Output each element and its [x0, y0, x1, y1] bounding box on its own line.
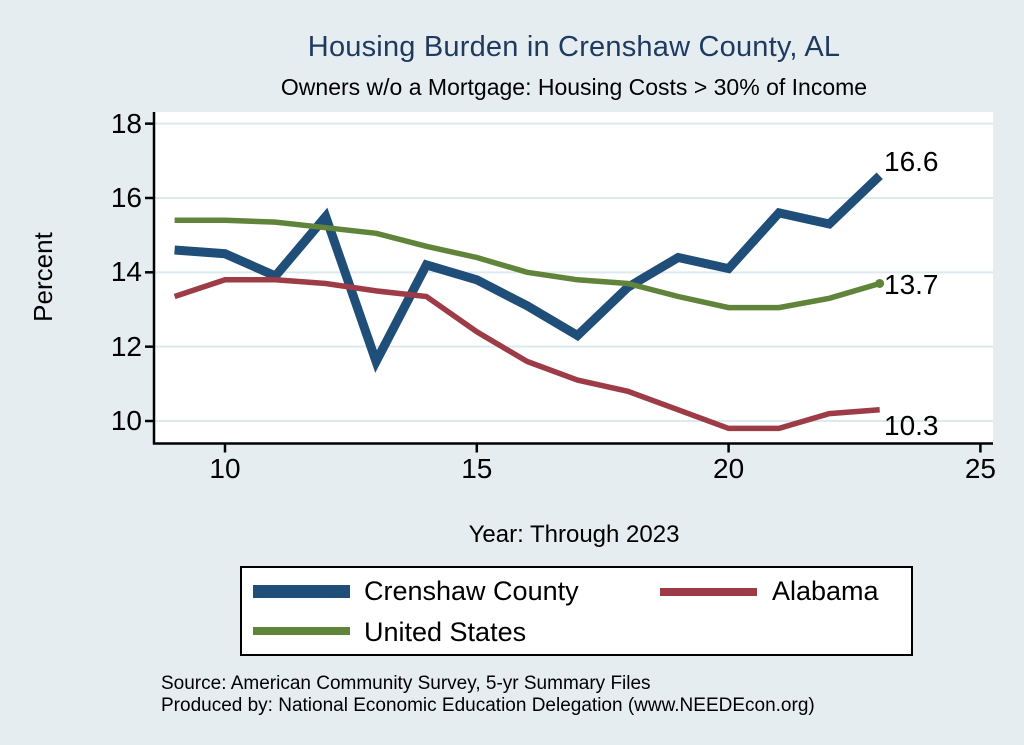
source-line: Source: American Community Survey, 5-yr …	[161, 673, 651, 694]
y-tick-label-10: 10	[110, 405, 142, 436]
y-axis-title: Percent	[28, 232, 58, 322]
source-note: Source: American Community Survey, 5-yr …	[161, 673, 815, 716]
chart-subtitle: Owners w/o a Mortgage: Housing Costs > 3…	[280, 74, 868, 100]
end-marker-united-states	[875, 278, 885, 288]
series-line-united-states	[174, 217, 881, 311]
legend-label-alabama: Alabama	[772, 576, 879, 606]
legend: Crenshaw County Alabama United States	[240, 566, 913, 656]
y-tick-label-16: 16	[110, 181, 142, 213]
x-tick-label-25: 25	[964, 453, 996, 484]
y-tick-label-18: 18	[110, 107, 142, 139]
series-line-alabama	[173, 277, 880, 432]
legend-label-united-states: United States	[364, 617, 527, 647]
produced-by-line: Produced by: National Economic Education…	[161, 694, 815, 716]
end-label-alabama: 10.3	[884, 409, 939, 441]
end-label-crenshaw-county: 16.6	[884, 145, 939, 177]
y-tick-label-12: 12	[110, 330, 142, 362]
y-tick-label-14: 14	[110, 256, 142, 288]
x-tick-label-10: 10	[209, 453, 241, 484]
legend-label-crenshaw-county: Crenshaw County	[364, 576, 579, 606]
legend-swatch-alabama	[660, 588, 757, 596]
legend-swatch-united-states	[253, 627, 350, 635]
end-label-united-states: 13.7	[884, 269, 939, 301]
series-line-crenshaw-county	[174, 172, 883, 373]
chart-title: Housing Burden in Crenshaw County, AL	[307, 31, 841, 63]
x-axis-title: Year: Through 2023	[468, 521, 680, 548]
legend-swatch-crenshaw-county	[253, 585, 350, 598]
x-tick-label-20: 20	[713, 453, 745, 484]
x-tick-label-15: 15	[461, 453, 493, 484]
